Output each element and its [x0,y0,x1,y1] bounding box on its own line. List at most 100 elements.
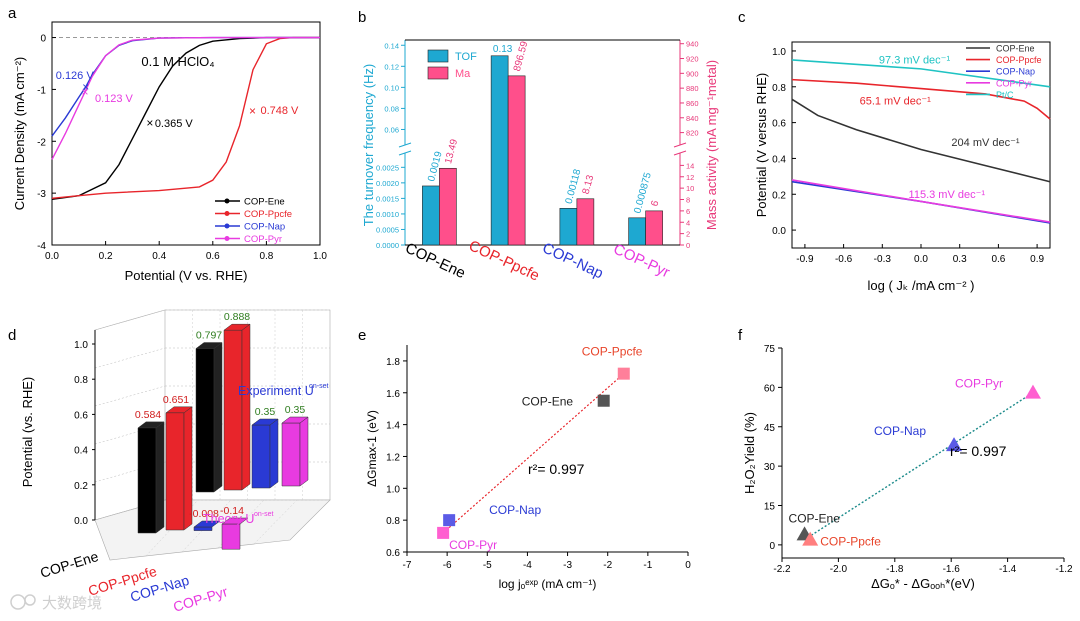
panel-c-y-tick-label: 0.4 [772,154,786,165]
panel-b-right-tick-label: 8 [686,196,690,205]
panel-a-x-tick-label: 0.8 [259,251,273,262]
panel-f-point-label-cop-nap: COP-Nap [874,424,926,438]
panel-b-right-tick-label: 2 [686,230,690,239]
panel-b-category-cop-ene: COP-Ene [403,240,468,283]
panel-e-y-tick-label: 1.0 [386,484,400,495]
panel-d-bar-theory-cop-ppcfe-front [165,412,185,531]
panel-e-y-axis-label: ΔGmax-1 (eV) [365,410,379,487]
watermark: 大数跨境 [10,594,102,612]
panel-f-y-tick-label: 15 [764,502,776,513]
panel-b-axis-break-mark [673,150,687,156]
panel-b: b 0.14 0.12 0.10 0.08 0.06 0.0025 0.0020 0.0015 0… [358,9,719,285]
panel-b-axis-break-gap [400,145,410,153]
panel-f-x-tick-label: -1.4 [999,564,1017,575]
panel-d-bar-experiment-cop-ene-side [213,342,223,493]
panel-d-bar-experiment-cop-nap-top [251,418,279,426]
panel-c-annotation-204-mv-dec: 204 mV dec⁻¹ [951,137,1020,149]
panel-e-y-tick-label: 1.4 [386,421,400,432]
panel-b-left-tick-label: 0.12 [384,62,399,71]
panel-a-x-tick-label: 0.6 [206,251,220,262]
panel-a-annotation-0-365-v: 0.365 V [155,118,194,130]
panel-c-annotation-97-3-mv-dec: 97.3 mV dec⁻¹ [879,54,951,66]
panel-b-bar-tof-cop-nap [559,208,578,246]
panel-a-legend-marker-cop-nap [224,223,230,229]
panel-a-y-axis-label: Current Density (mA cm⁻²) [12,57,27,211]
panel-a-x-tick-label: 0.4 [152,251,166,262]
panel-d-grid-left [94,309,166,331]
panel-c-series-pt-c [791,59,1051,88]
panel-b-left-tick-label: 0.0005 [376,225,399,234]
panel-e-x-axis-label: log jₒᵉˣᵖ (mA cm⁻¹) [499,577,597,591]
panel-b-right-tick-label: 820 [686,129,699,138]
panel-b-right-tick-label: 940 [686,40,699,49]
panel-a-x-tick-label: 1.0 [313,251,327,262]
panel-e-point-cop-pyr [437,526,450,539]
panel-d-value-theory-cop-pyr: -0.14 [220,505,244,517]
panel-e-y-tick-label: 1.8 [386,357,400,368]
panel-b-bar-ma-cop-nap [576,198,595,246]
panel-d-y-tick-label: 0.8 [74,375,88,386]
panel-c-annotation-65-1-mv-dec: 65.1 mV dec⁻¹ [860,96,932,108]
panel-d-y-axis-label: Potential (vs. RHE) [20,377,35,488]
panel-d-bar-theory-cop-ppcfe-top [165,406,193,414]
panel-c-x-axis-label: log ( Jₖ /mA cm⁻² ) [867,278,974,293]
panel-b-left-tick-label: 0.0010 [376,210,399,219]
panel-b-right-tick-label: 900 [686,69,699,78]
panel-d-bar-experiment-cop-pyr-side [299,416,309,487]
panel-a-marker-0-123-v: × [81,85,88,99]
panel-b-left-tick-label: 0.14 [384,41,399,50]
panel-f-x-tick-label: -1.2 [1055,564,1073,575]
panel-b-bar-tof-cop-ppcfe [490,55,509,246]
panel-e-point-cop-ppcfe [617,367,630,380]
panel-a-x-tick-label: 0.2 [99,251,113,262]
watermark-text: 大数跨境 [42,594,102,612]
panel-d-value-theory-cop-nap: -0.008 [189,508,219,520]
panel-d-value-experiment-cop-ene: 0.797 [196,330,222,342]
panel-a-legend-entry-cop-ene: COP-Ene [244,197,285,208]
panel-e-y-tick-label: 1.2 [386,452,400,463]
panel-a-legend-entry-cop-ppcfe: COP-Ppcfe [244,209,292,220]
panel-e-y-tick-label: 0.6 [386,548,400,559]
panel-c-x-tick-label: 0.0 [914,254,928,265]
panel-f-y-tick-label: 0 [769,541,775,552]
panel-d-bar-theory-cop-nap-top [193,520,221,528]
panel-a-marker-0-748-v: × [249,104,256,118]
panel-f-point-label-cop-pyr: COP-Pyr [955,377,1003,391]
panel-b-right-tick-label: 840 [686,114,699,123]
panel-d-grid-left [94,347,166,369]
panel-a-legend-marker-cop-ppcfe [224,211,230,216]
panel-d-y-tick-label: 0.0 [74,516,88,527]
panel-f-point-cop-ppcfe [802,531,819,546]
panel-b-bar-ma-cop-pyr [645,210,663,246]
panel-b-right-tick-label: 880 [686,84,699,93]
panel-c-y-tick-label: 1.0 [772,47,786,58]
panel-f-x-tick-label: -2.2 [773,564,791,575]
panel-e: e -7 -6 -5 -4 -3 -2 -1 0 0.6 0.8 1.0 1.2 1.4 1.6 1.8 log… [358,327,691,591]
panel-f-point-label-cop-ppcfe: COP-Ppcfe [820,535,881,549]
panel-e-x-tick-label: -3 [563,560,572,571]
panel-e-point-cop-ene [597,394,610,407]
panel-a-y-tick-label: -4 [37,241,46,252]
panel-e-y-tick-label: 0.8 [386,516,400,527]
panel-b-left-tick-label: 0.0020 [376,179,399,188]
panel-c-legend-entry-cop-ppcfe: COP-Ppcfe [996,55,1042,65]
panel-b-label: b [358,9,366,26]
panel-b-right-tick-label: 10 [686,184,694,193]
panel-d-grid-floor [217,499,265,549]
panel-b-left-tick-label: 0.0025 [376,163,399,172]
panel-b-right-tick-label: 920 [686,55,699,64]
panel-d-bar-experiment-cop-ene-top [195,342,223,349]
panel-d-bar-theory-cop-pyr-top [221,517,249,525]
panel-c-series-cop-ene [791,98,1051,183]
panel-e-x-tick-label: -2 [603,560,612,571]
panel-a-label: a [8,5,17,22]
panel-d-bar-experiment-cop-nap-front [251,424,271,489]
panel-a-annotation-0-748-v: 0.748 V [260,105,299,117]
panel-b-legend-entry-tof: TOF [455,51,477,63]
panel-b-axis-break-mark [673,142,687,148]
panel-a-series-cop-ene [51,36,320,201]
panel-d-bar-theory-cop-ene-front [137,427,157,534]
watermark-logo-icon-2 [24,594,36,606]
panel-a-annotation-0-123-v: 0.123 V [95,93,134,105]
